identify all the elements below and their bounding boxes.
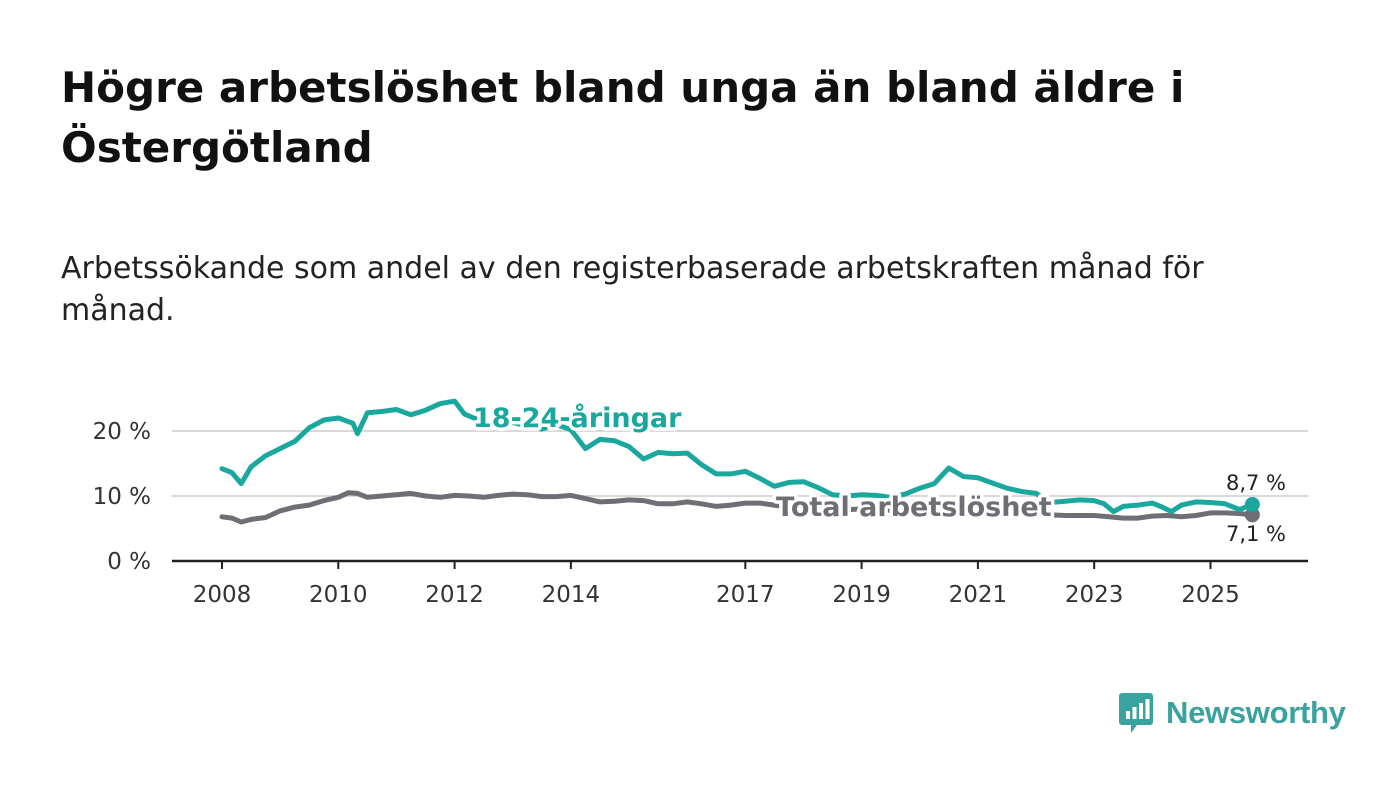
series-line-total [219,490,1255,525]
brand-name: Newsworthy [1166,695,1346,730]
x-tick-label: 2021 [949,582,1008,608]
x-tick-label: 2012 [425,582,484,608]
y-tick-label: 10 % [93,484,151,510]
gridlines [172,430,1308,497]
chart-subtitle: Arbetssökande som andel av den registerb… [61,251,1204,328]
axes: 0 % 10 % 20 % 2008 2010 2012 2014 2017 2019 2021 2… [93,419,1308,608]
x-tick-label: 2010 [309,582,368,608]
endpoint-dot-youth [1244,496,1260,512]
x-tick-label: 2008 [193,582,252,608]
newsworthy-logo: Newsworthy [1118,690,1346,736]
series-line-youth [219,398,1255,515]
series-label-youth: 18-24-åringar [473,402,682,434]
series-lines [219,398,1260,525]
x-tick-label: 2017 [716,582,775,608]
x-tick-label: 2019 [832,582,891,608]
x-tick-label: 2023 [1065,582,1124,608]
endpoint-dot-total [1244,507,1260,523]
x-tick-label: 2014 [542,582,601,608]
end-label-total: 7,1 % [1226,522,1286,546]
chart-title: Högre arbetslöshet bland unga än bland ä… [61,63,1185,172]
y-tick-label: 0 % [107,549,151,575]
bar-chart-speech-bubble-icon [1119,693,1153,733]
labels: 18-24-åringar Total arbetslöshet 8,7 % 7,1 … [470,399,1287,547]
y-tick-label: 20 % [93,419,151,445]
end-label-youth: 8,7 % [1226,471,1286,495]
series-label-total: Total arbetslöshet [776,492,1052,523]
x-tick-label: 2025 [1181,582,1240,608]
